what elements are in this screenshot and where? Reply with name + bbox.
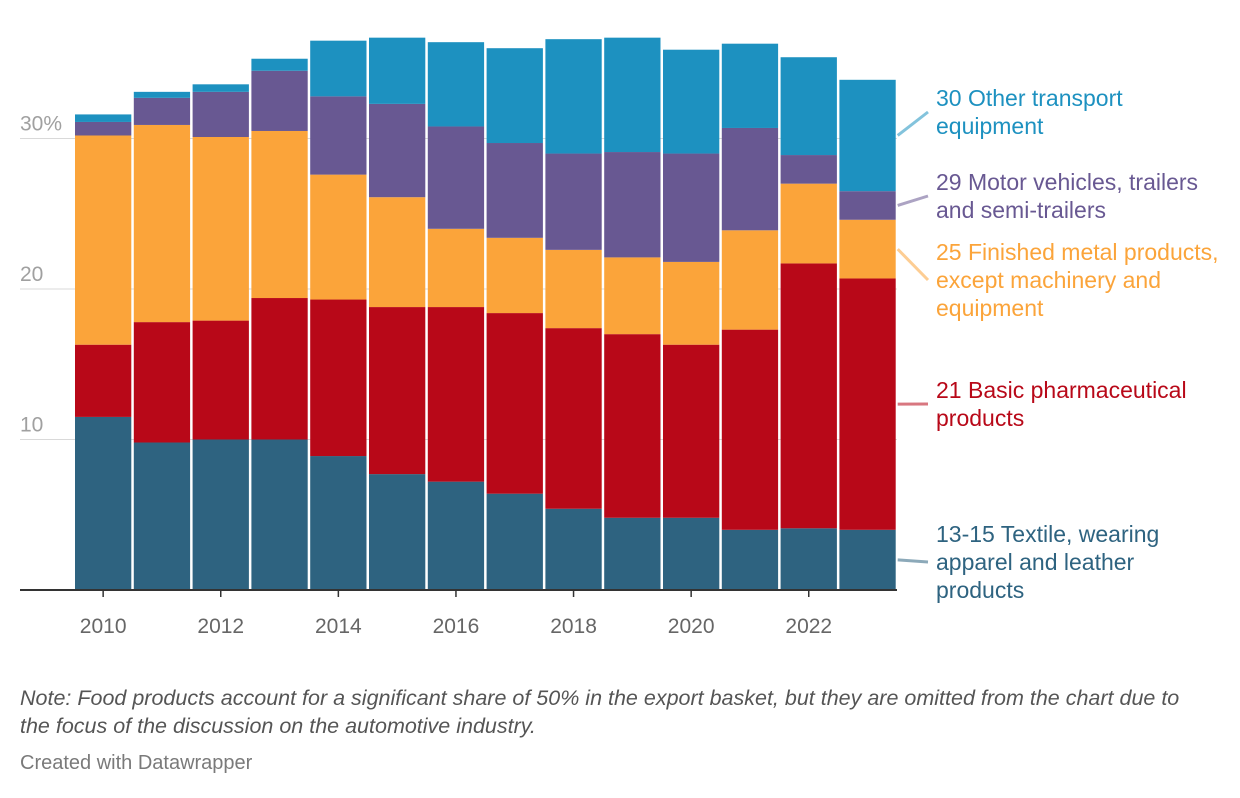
bar-segment-21-basic-2019 xyxy=(604,334,661,518)
bar-segment-13-15-2022 xyxy=(780,528,837,590)
bar-segment-29-motor-2016 xyxy=(427,126,485,229)
bar-segment-29-motor-2020 xyxy=(663,153,720,262)
bar-segment-13-15-2020 xyxy=(663,517,720,590)
bar-segment-29-motor-2017 xyxy=(486,143,543,238)
bar-segment-21-basic-2011 xyxy=(133,322,191,443)
bar-segment-30-other-2016 xyxy=(427,42,485,127)
bar-segment-30-other-2015 xyxy=(369,37,426,104)
bar-segment-21-basic-2010 xyxy=(75,344,132,417)
bar-segment-13-15-2018 xyxy=(545,508,602,590)
bar-segment-13-15-2023 xyxy=(839,529,896,590)
bar-segment-25-finished-2015 xyxy=(369,197,426,308)
bar-segment-29-motor-2023 xyxy=(839,191,896,220)
bar-segment-29-motor-2014 xyxy=(310,96,367,175)
x-tick-label: 2018 xyxy=(550,615,597,638)
legend-connector xyxy=(897,558,929,564)
bar-segment-13-15-2019 xyxy=(604,517,661,590)
bar-segment-13-15-2016 xyxy=(427,481,485,590)
bar-segment-13-15-2011 xyxy=(133,442,191,590)
bar-segment-13-15-2012 xyxy=(192,439,249,590)
legend-other-transport: 30 Other transport equipment xyxy=(936,85,1123,139)
bar-segment-21-basic-2021 xyxy=(721,329,779,530)
y-tick-label: 20 xyxy=(20,263,43,286)
legend-connectors xyxy=(896,110,930,564)
bar-segment-25-finished-2021 xyxy=(721,230,779,330)
bar-segment-21-basic-2023 xyxy=(839,278,896,530)
axes: 2010 2012 2014 2016 2018 2020 2022 xyxy=(20,589,897,638)
bar-segment-29-motor-2018 xyxy=(545,153,602,250)
legend-motor-vehicles: 29 Motor vehicles, trailers and semi-tra… xyxy=(936,169,1199,223)
legend-pharmaceutical: 21 Basic pharmaceutical products xyxy=(936,377,1187,431)
bar-segment-25-finished-2017 xyxy=(486,237,543,314)
legend-connector xyxy=(897,194,929,207)
bar-segment-29-motor-2019 xyxy=(604,152,661,258)
credit-line: Created with Datawrapper xyxy=(20,752,253,774)
x-tick-label: 2012 xyxy=(197,615,244,638)
bar-segment-30-other-2018 xyxy=(545,39,602,154)
bar-segment-29-motor-2011 xyxy=(133,97,191,125)
bar-segment-21-basic-2022 xyxy=(780,263,837,529)
bar-segment-30-other-2023 xyxy=(839,79,896,192)
bar-segment-30-other-2010 xyxy=(75,114,132,122)
bar-segment-13-15-2021 xyxy=(721,529,779,590)
bar-segment-25-finished-2019 xyxy=(604,257,661,335)
bar-segment-13-15-2015 xyxy=(369,474,426,590)
bar-segment-21-basic-2014 xyxy=(310,299,367,457)
bar-segment-30-other-2020 xyxy=(663,49,720,154)
bar-segment-25-finished-2012 xyxy=(192,136,249,321)
bar-segment-25-finished-2022 xyxy=(780,183,837,264)
bar-segment-30-other-2017 xyxy=(486,48,543,144)
bar-segment-21-basic-2013 xyxy=(251,298,308,440)
bar-segment-30-other-2014 xyxy=(310,40,367,97)
bar-segment-29-motor-2012 xyxy=(192,91,249,137)
bar-segment-30-other-2011 xyxy=(133,91,191,98)
bar-segment-25-finished-2010 xyxy=(75,135,132,345)
bar-segment-13-15-2013 xyxy=(251,439,308,590)
y-tick-label: 10 xyxy=(20,414,43,437)
bar-segment-13-15-2010 xyxy=(75,416,132,590)
y-tick-label: 30% xyxy=(20,113,62,136)
bar-segment-25-finished-2014 xyxy=(310,174,367,300)
bar-segment-21-basic-2015 xyxy=(369,307,426,475)
legend-finished-metal: 25 Finished metal products, except machi… xyxy=(936,239,1219,321)
bar-segment-29-motor-2015 xyxy=(369,103,426,198)
bar-segment-25-finished-2013 xyxy=(251,130,308,299)
bar-segment-25-finished-2020 xyxy=(663,261,720,345)
bar-segment-25-finished-2011 xyxy=(133,124,191,323)
legend-connector xyxy=(896,110,929,137)
bar-segment-13-15-2014 xyxy=(310,456,367,590)
bar-segment-29-motor-2022 xyxy=(780,155,837,184)
bar-segment-30-other-2013 xyxy=(251,58,308,71)
bar-segment-13-15-2017 xyxy=(486,493,543,590)
x-tick-label: 2016 xyxy=(433,615,480,638)
bar-segment-30-other-2021 xyxy=(721,43,779,128)
bar-segment-25-finished-2016 xyxy=(427,228,485,308)
bar-segment-21-basic-2018 xyxy=(545,328,602,509)
x-tick-label: 2022 xyxy=(785,615,832,638)
bar-segment-21-basic-2012 xyxy=(192,320,249,440)
x-tick-label: 2020 xyxy=(668,615,715,638)
legend-textile: 13-15 Textile, wearing apparel and leath… xyxy=(936,521,1160,603)
bar-segment-21-basic-2017 xyxy=(486,313,543,494)
bar-segment-30-other-2012 xyxy=(192,84,249,92)
bar-segment-29-motor-2010 xyxy=(75,121,132,136)
bar-segment-21-basic-2016 xyxy=(427,307,485,482)
bar-segment-25-finished-2023 xyxy=(839,219,896,279)
bar-segment-21-basic-2020 xyxy=(663,344,720,518)
bar-segment-29-motor-2013 xyxy=(251,70,308,131)
x-tick-label: 2010 xyxy=(80,615,127,638)
bar-segment-30-other-2022 xyxy=(780,57,837,156)
bars xyxy=(75,37,896,590)
legend-connector xyxy=(896,248,930,282)
bar-segment-30-other-2019 xyxy=(604,37,661,153)
chart-note: Note: Food products account for a signif… xyxy=(20,686,1180,738)
bar-segment-25-finished-2018 xyxy=(545,249,602,329)
x-tick-label: 2014 xyxy=(315,615,362,638)
stacked-bar-chart: 10 20 30% 2010 2012 2014 2016 2018 2020 2022 xyxy=(20,37,930,638)
bar-segment-29-motor-2021 xyxy=(721,127,779,231)
